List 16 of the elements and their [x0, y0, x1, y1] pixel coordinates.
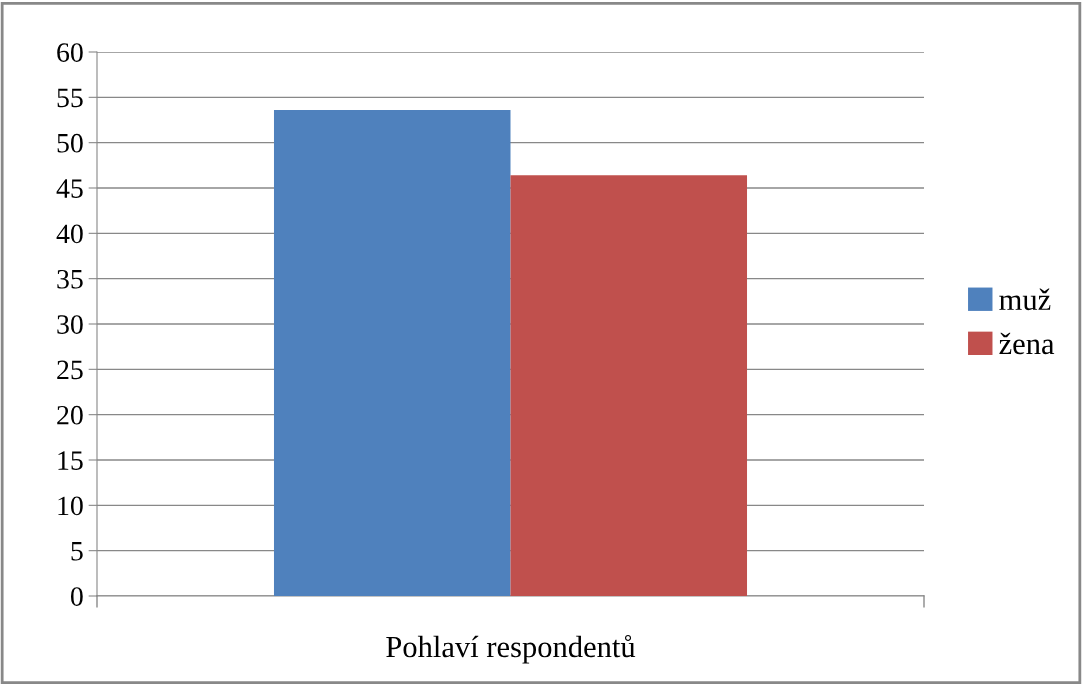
- y-tick-label: 20: [57, 405, 83, 425]
- legend-label: žena: [999, 332, 1055, 355]
- y-tick-label: 5: [71, 542, 83, 561]
- y-tick-label: 45: [56, 179, 83, 198]
- y-tick-label: 50: [57, 133, 83, 153]
- x-tick-label: Pohlaví respondentů: [386, 634, 636, 664]
- y-tick-label: 55: [57, 88, 83, 108]
- y-tick-label: 60: [57, 43, 83, 62]
- y-tick-label: 10: [58, 496, 83, 516]
- y-tick-label: 25: [57, 360, 83, 380]
- y-tick-label: 40: [56, 224, 83, 244]
- y-tick-label: 35: [57, 269, 83, 289]
- y-tick-label: 30: [57, 315, 83, 334]
- y-tick-label: 15: [58, 451, 83, 470]
- legend-label: muž: [999, 288, 1051, 311]
- y-tick-label: 0: [70, 587, 83, 606]
